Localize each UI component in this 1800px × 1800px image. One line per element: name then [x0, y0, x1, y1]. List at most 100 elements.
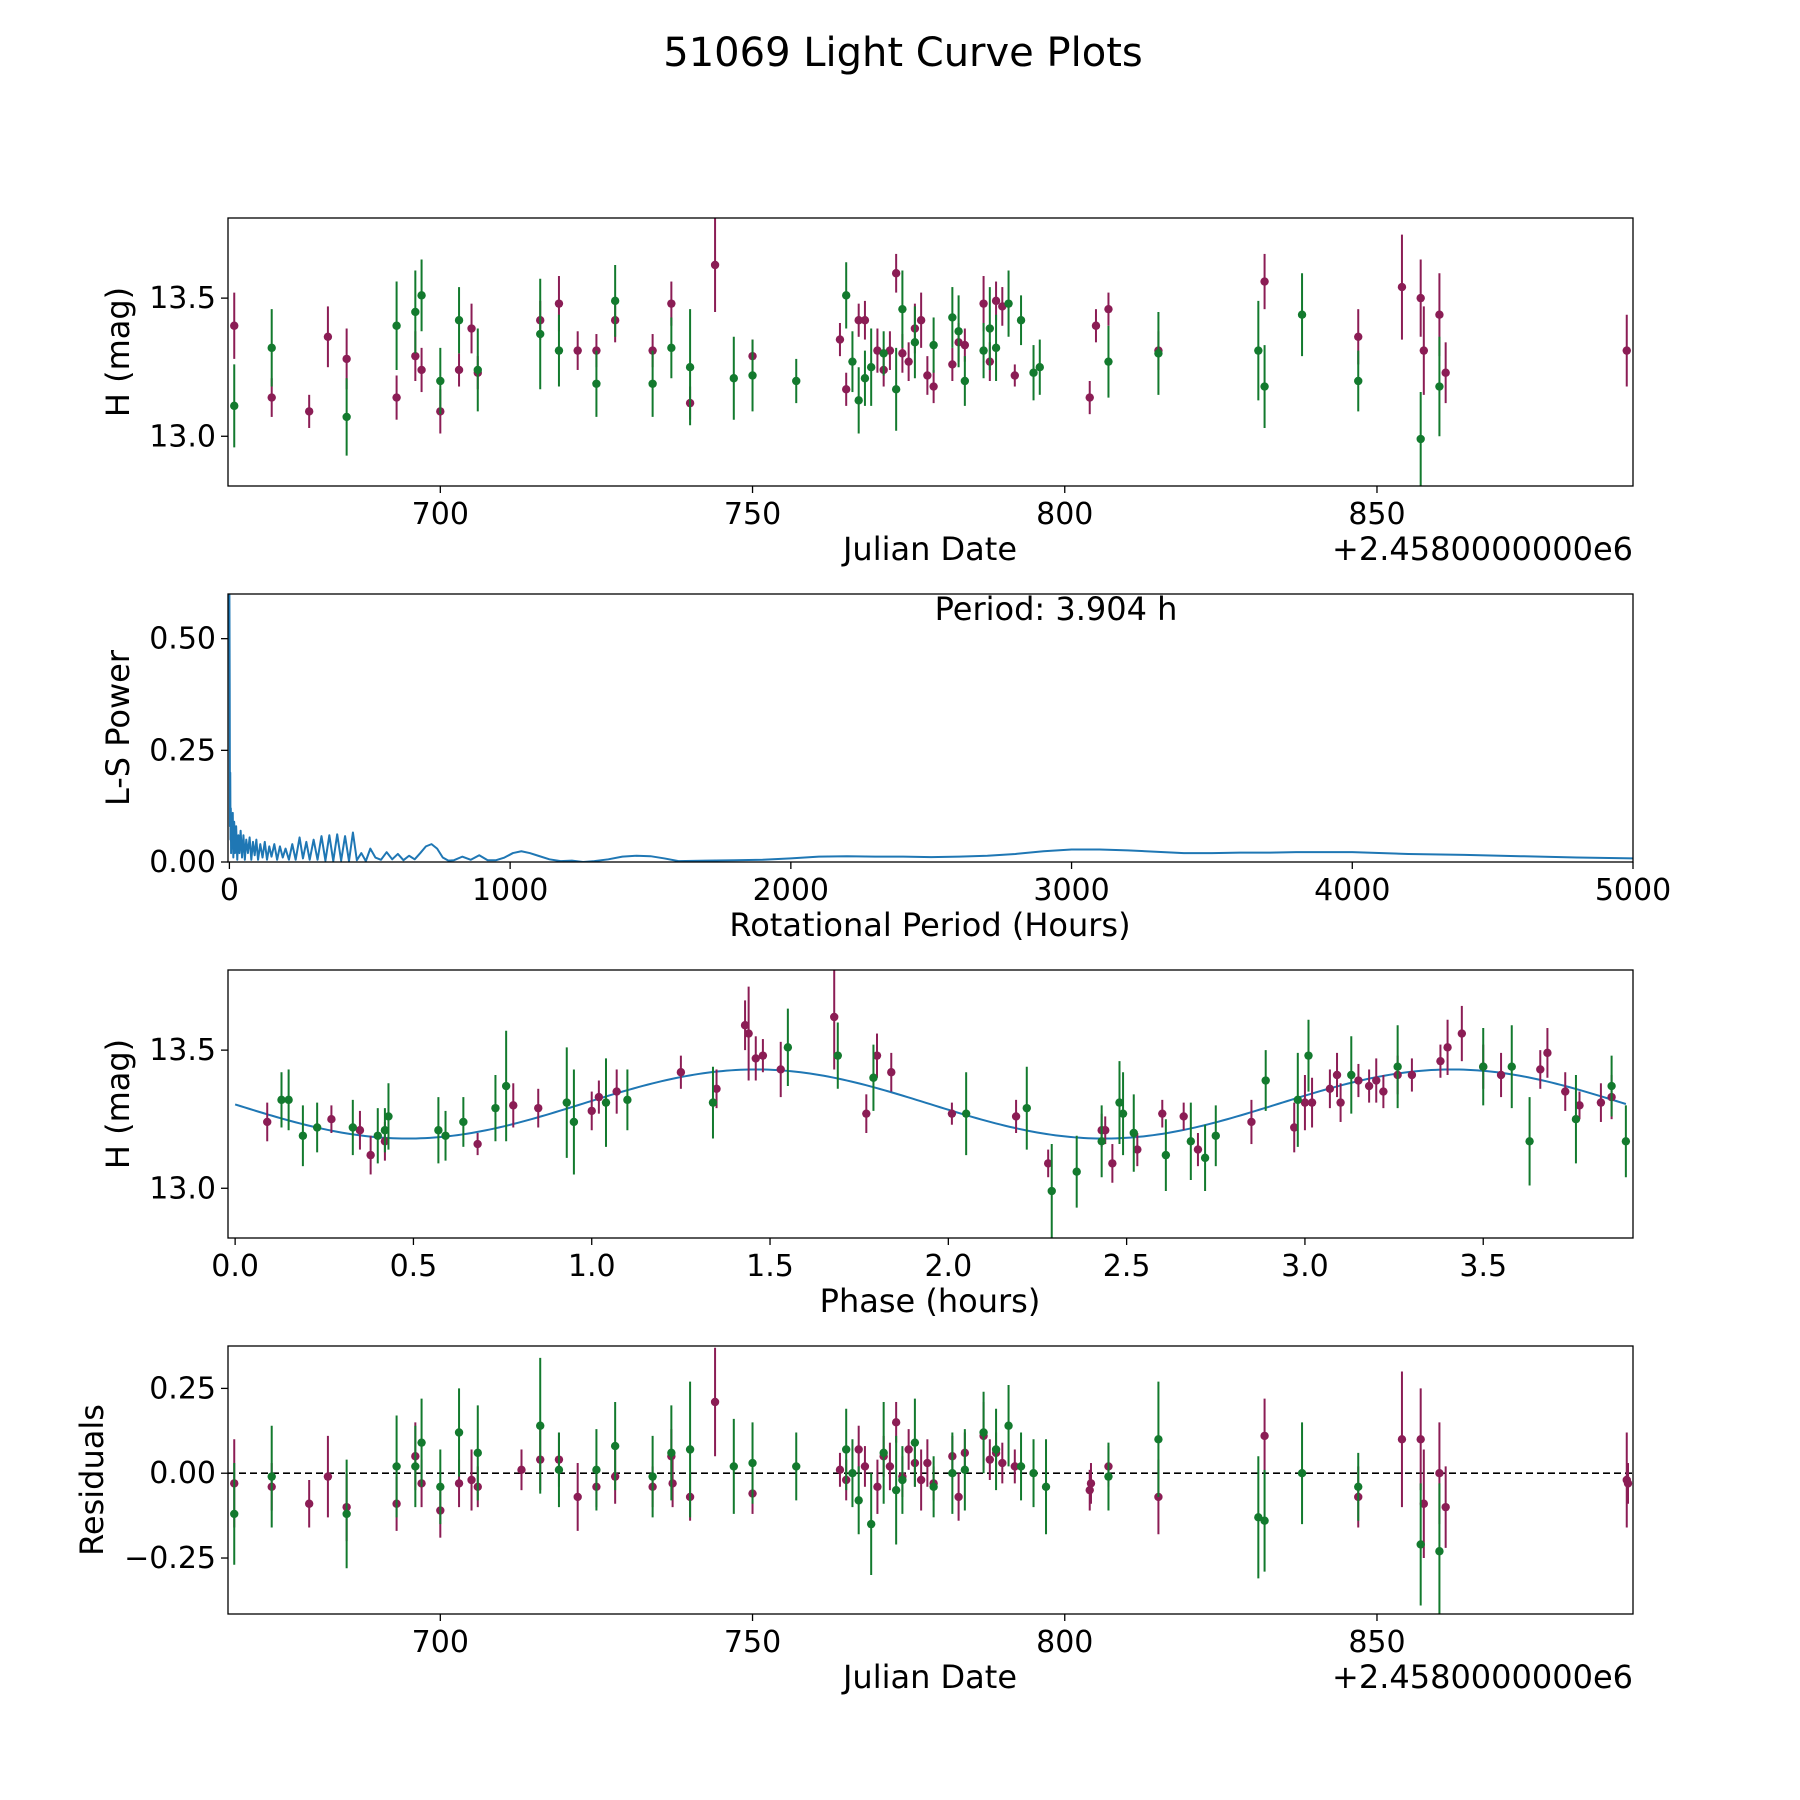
residuals-green-point — [1354, 1482, 1363, 1491]
residuals-purple-point — [454, 1479, 464, 1488]
residuals-purple-point — [916, 1475, 926, 1485]
lightcurve-panel: 700 750 800 850 13.0 13.5 Julian Date H (mag)… — [99, 217, 1634, 568]
residuals-purple-point — [1086, 1479, 1096, 1488]
periodogram-xtick-label: 4000 — [1314, 873, 1390, 908]
residuals-green-point — [436, 1482, 445, 1491]
phased-green-point — [380, 1126, 390, 1135]
phased-green-point — [491, 1103, 500, 1113]
periodogram-xtick-label: 5000 — [1595, 873, 1671, 908]
phased-model-curve — [234, 1068, 1627, 1140]
phased-green-point — [1525, 1137, 1534, 1146]
phased-purple-point — [263, 1117, 272, 1127]
lightcurve-green-point — [954, 327, 963, 336]
residuals-green-point — [729, 1462, 738, 1471]
residuals-ylabel: Residuals — [73, 1404, 111, 1556]
residuals-ticks: 700 750 800 850 −0.25 0.00 0.25 — [124, 1371, 1406, 1660]
lightcurve-green-point — [842, 291, 851, 300]
lightcurve-purple-point — [1104, 304, 1113, 314]
phased-purple-point — [1436, 1056, 1445, 1066]
lightcurve-xtick-label: 850 — [1348, 497, 1405, 532]
residuals-offset-label: +2.4580000000e6 — [1332, 1658, 1633, 1696]
lightcurve-green-point — [898, 304, 907, 314]
residuals-purple-point — [923, 1458, 932, 1468]
phased-purple-point — [1354, 1076, 1363, 1085]
phased-purple-point — [1179, 1112, 1188, 1121]
phased-purple-point — [1300, 1098, 1310, 1107]
periodogram-ticks: 0 1000 2000 3000 4000 5000 0.00 0.25 0.50 — [149, 622, 1671, 908]
residuals-purple-point — [668, 1479, 677, 1488]
lightcurve-purple-point — [592, 346, 601, 355]
residuals-green-point — [960, 1465, 970, 1475]
phased-green-point — [783, 1043, 793, 1052]
residuals-green-point — [648, 1472, 657, 1481]
phased-purple-point — [1457, 1029, 1467, 1038]
lightcurve-green-point — [1354, 376, 1363, 386]
phased-purple-point — [473, 1139, 482, 1149]
lightcurve-purple-point — [710, 260, 720, 270]
phased-green-point — [434, 1126, 443, 1135]
residuals-green-point — [536, 1421, 545, 1430]
residuals-purple-point — [1435, 1469, 1444, 1478]
lightcurve-green-point — [948, 313, 957, 322]
residuals-purple-point — [1419, 1499, 1429, 1508]
lightcurve-purple-point — [1397, 282, 1407, 292]
phased-purple-point — [758, 1051, 768, 1060]
residuals-green-point — [991, 1445, 1001, 1454]
lightcurve-purple-point — [1085, 393, 1094, 402]
phased-green-point — [1621, 1137, 1631, 1146]
lightcurve-purple-point — [392, 393, 401, 402]
residuals-green-point — [1254, 1513, 1263, 1522]
phased-purple-point — [1325, 1084, 1335, 1094]
lightcurve-green-point — [1154, 349, 1163, 358]
lightcurve-green-point — [454, 316, 464, 325]
phased-green-point — [312, 1123, 322, 1132]
phased-purple-point — [594, 1092, 604, 1102]
lightcurve-green-point — [392, 321, 401, 330]
lightcurve-green-point — [1260, 382, 1269, 391]
phased-purple-point — [1290, 1123, 1299, 1132]
residuals-green-point — [748, 1458, 757, 1468]
residuals-green-point — [473, 1448, 482, 1458]
phased-ytick-label: 13.0 — [149, 1171, 216, 1206]
residuals-purple-point — [954, 1492, 963, 1502]
phased-purple-point — [1543, 1048, 1552, 1058]
phased-marks — [234, 970, 1631, 1238]
phased-purple-point — [751, 1054, 760, 1063]
lightcurve-green-point — [554, 346, 564, 355]
phased-purple-point — [1561, 1087, 1570, 1096]
phased-purple-point — [1596, 1098, 1606, 1107]
lightcurve-purple-point — [842, 385, 851, 394]
residuals-green-point — [842, 1445, 851, 1454]
lightcurve-green-point — [473, 365, 482, 375]
residuals-ytick-label: 0.00 — [149, 1456, 216, 1491]
residuals-green-point — [1004, 1421, 1013, 1430]
phased-green-point — [1186, 1137, 1196, 1146]
lightcurve-green-point — [854, 396, 863, 405]
phased-xlabel: Phase (hours) — [820, 1282, 1041, 1320]
phased-purple-point — [872, 1051, 882, 1060]
periodogram-xtick-label: 0 — [220, 873, 239, 908]
residuals-green-point — [848, 1469, 857, 1478]
lightcurve-green-point — [610, 296, 620, 306]
lightcurve-green-point — [879, 349, 888, 358]
lightcurve-purple-point — [1441, 368, 1450, 377]
residuals-purple-point — [710, 1397, 720, 1407]
lightcurve-purple-point — [554, 299, 564, 308]
periodogram-ytick-label: 0.25 — [149, 733, 216, 768]
phased-purple-point — [887, 1068, 896, 1077]
lightcurve-green-point — [1416, 434, 1425, 444]
phased-purple-point — [509, 1101, 518, 1110]
phased-purple-point — [1108, 1159, 1117, 1168]
phased-green-point — [1097, 1137, 1106, 1146]
lightcurve-purple-point — [454, 365, 464, 375]
lightcurve-purple-point — [979, 299, 988, 308]
lightcurve-purple-point — [854, 316, 863, 325]
phased-xtick-label: 1.5 — [746, 1249, 794, 1284]
lightcurve-green-point — [230, 401, 239, 411]
residuals-green-point — [879, 1448, 888, 1458]
lightcurve-green-point — [860, 374, 870, 383]
residuals-green-point — [685, 1445, 695, 1454]
phased-green-point — [1479, 1062, 1488, 1071]
periodogram-ytick-label: 0.50 — [149, 622, 216, 657]
residuals-green-point — [1016, 1462, 1026, 1471]
